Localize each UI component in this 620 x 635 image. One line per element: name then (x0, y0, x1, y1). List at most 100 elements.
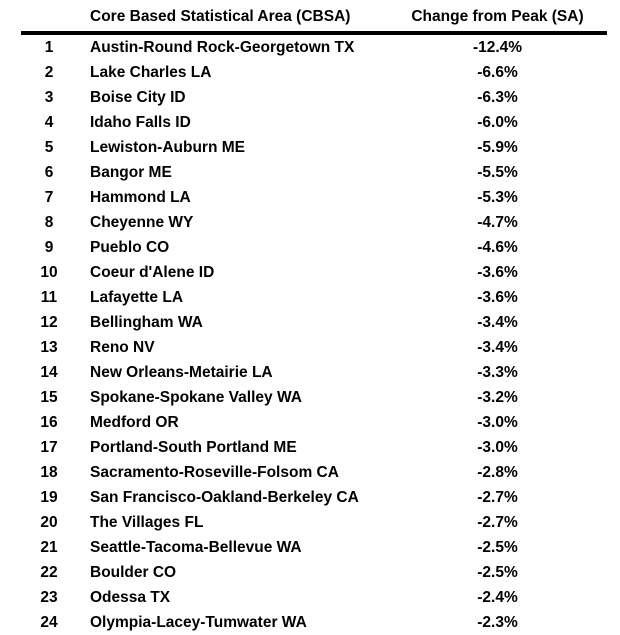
change-cell: -2.4% (477, 589, 518, 606)
change-cell: -6.3% (477, 89, 518, 106)
cbsa-cell: Seattle-Tacoma-Bellevue WA (90, 539, 302, 556)
cbsa-cell: Spokane-Spokane Valley WA (90, 389, 302, 406)
rank-cell: 18 (40, 464, 58, 481)
table-row: 5 Lewiston-Auburn ME -5.9% (0, 135, 620, 160)
cbsa-cell: Odessa TX (90, 589, 171, 606)
rank-cell: 16 (40, 414, 58, 431)
cbsa-cell: Reno NV (90, 339, 155, 356)
cbsa-cell: Idaho Falls ID (90, 114, 191, 131)
rank-cell: 2 (44, 64, 54, 81)
change-cell: -3.2% (477, 389, 518, 406)
change-cell: -5.5% (477, 164, 518, 181)
change-cell: -5.3% (477, 189, 518, 206)
table-row: 19 San Francisco-Oakland-Berkeley CA -2.7% (0, 485, 620, 510)
table-row: 23 Odessa TX -2.4% (0, 585, 620, 610)
change-cell: -2.3% (477, 614, 518, 631)
change-cell: -2.5% (477, 539, 518, 556)
column-header-change-from-peak: Change from Peak (SA) (411, 8, 584, 25)
table-row: 18 Sacramento-Roseville-Folsom CA -2.8% (0, 460, 620, 485)
change-cell: -3.4% (477, 314, 518, 331)
cbsa-cell: Pueblo CO (90, 239, 170, 256)
rank-cell: 23 (40, 589, 58, 606)
rank-cell: 15 (40, 389, 58, 406)
rank-cell: 11 (40, 289, 58, 306)
header-divider-rule (21, 31, 607, 35)
rank-cell: 13 (40, 339, 58, 356)
change-cell: -6.0% (477, 114, 518, 131)
change-cell: -3.6% (477, 264, 518, 281)
change-cell: -3.3% (477, 364, 518, 381)
rank-cell: 4 (44, 114, 54, 131)
table-row: 8 Cheyenne WY -4.7% (0, 210, 620, 235)
table-row: 1 Austin-Round Rock-Georgetown TX -12.4% (0, 35, 620, 60)
cbsa-cell: Boulder CO (90, 564, 177, 581)
table-header-row: Core Based Statistical Area (CBSA) Chang… (0, 0, 620, 31)
change-cell: -5.9% (477, 139, 518, 156)
rank-cell: 9 (44, 239, 54, 256)
cbsa-cell: Lafayette LA (90, 289, 184, 306)
change-cell: -12.4% (472, 39, 523, 56)
rank-cell: 6 (44, 164, 54, 181)
table-row: 6 Bangor ME -5.5% (0, 160, 620, 185)
table-row: 14 New Orleans-Metairie LA -3.3% (0, 360, 620, 385)
rank-cell: 5 (44, 139, 54, 156)
table-row: 17 Portland-South Portland ME -3.0% (0, 435, 620, 460)
table-row: 20 The Villages FL -2.7% (0, 510, 620, 535)
cbsa-cell: Coeur d'Alene ID (90, 264, 215, 281)
change-cell: -2.7% (477, 514, 518, 531)
table-row: 4 Idaho Falls ID -6.0% (0, 110, 620, 135)
table-row: 7 Hammond LA -5.3% (0, 185, 620, 210)
change-cell: -4.6% (477, 239, 518, 256)
cbsa-cell: Hammond LA (90, 189, 191, 206)
cbsa-cell: Austin-Round Rock-Georgetown TX (90, 39, 355, 56)
rank-cell: 8 (44, 214, 54, 231)
column-header-cbsa: Core Based Statistical Area (CBSA) (90, 8, 351, 25)
cbsa-cell: Sacramento-Roseville-Folsom CA (90, 464, 339, 481)
cbsa-cell: Lake Charles LA (90, 64, 212, 81)
cbsa-cell: New Orleans-Metairie LA (90, 364, 273, 381)
cbsa-cell: Olympia-Lacey-Tumwater WA (90, 614, 307, 631)
rank-cell: 1 (44, 39, 54, 56)
change-cell: -4.7% (477, 214, 518, 231)
cbsa-cell: San Francisco-Oakland-Berkeley CA (90, 489, 359, 506)
table-row: 10 Coeur d'Alene ID -3.6% (0, 260, 620, 285)
rank-cell: 14 (40, 364, 58, 381)
change-cell: -2.5% (477, 564, 518, 581)
rank-cell: 22 (40, 564, 58, 581)
rank-cell: 21 (40, 539, 58, 556)
rank-cell: 17 (40, 439, 58, 456)
cbsa-cell: Boise City ID (90, 89, 186, 106)
rank-cell: 19 (40, 489, 58, 506)
table-body: 1 Austin-Round Rock-Georgetown TX -12.4% 2 L… (0, 35, 620, 635)
table-row: 11 Lafayette LA -3.6% (0, 285, 620, 310)
table-row: 22 Boulder CO -2.5% (0, 560, 620, 585)
cbsa-cell: Medford OR (90, 414, 179, 431)
table-row: 21 Seattle-Tacoma-Bellevue WA -2.5% (0, 535, 620, 560)
cbsa-cell: Lewiston-Auburn ME (90, 139, 245, 156)
cbsa-cell: Bangor ME (90, 164, 172, 181)
rank-cell: 3 (44, 89, 54, 106)
rank-cell: 7 (44, 189, 54, 206)
table-row: 15 Spokane-Spokane Valley WA -3.2% (0, 385, 620, 410)
rank-cell: 12 (40, 314, 58, 331)
rank-cell: 20 (40, 514, 58, 531)
change-cell: -3.0% (477, 439, 518, 456)
change-cell: -3.6% (477, 289, 518, 306)
table-row: 16 Medford OR -3.0% (0, 410, 620, 435)
cbsa-cell: Bellingham WA (90, 314, 203, 331)
table-row: 9 Pueblo CO -4.6% (0, 235, 620, 260)
cbsa-cell: Portland-South Portland ME (90, 439, 297, 456)
rank-cell: 24 (40, 614, 58, 631)
table-row: 13 Reno NV -3.4% (0, 335, 620, 360)
change-cell: -3.0% (477, 414, 518, 431)
table-row: 2 Lake Charles LA -6.6% (0, 60, 620, 85)
change-cell: -2.8% (477, 464, 518, 481)
cbsa-cell: Cheyenne WY (90, 214, 194, 231)
change-cell: -2.7% (477, 489, 518, 506)
table-row: 24 Olympia-Lacey-Tumwater WA -2.3% (0, 610, 620, 635)
change-cell: -6.6% (477, 64, 518, 81)
rank-cell: 10 (40, 264, 58, 281)
cbsa-cell: The Villages FL (90, 514, 204, 531)
change-cell: -3.4% (477, 339, 518, 356)
